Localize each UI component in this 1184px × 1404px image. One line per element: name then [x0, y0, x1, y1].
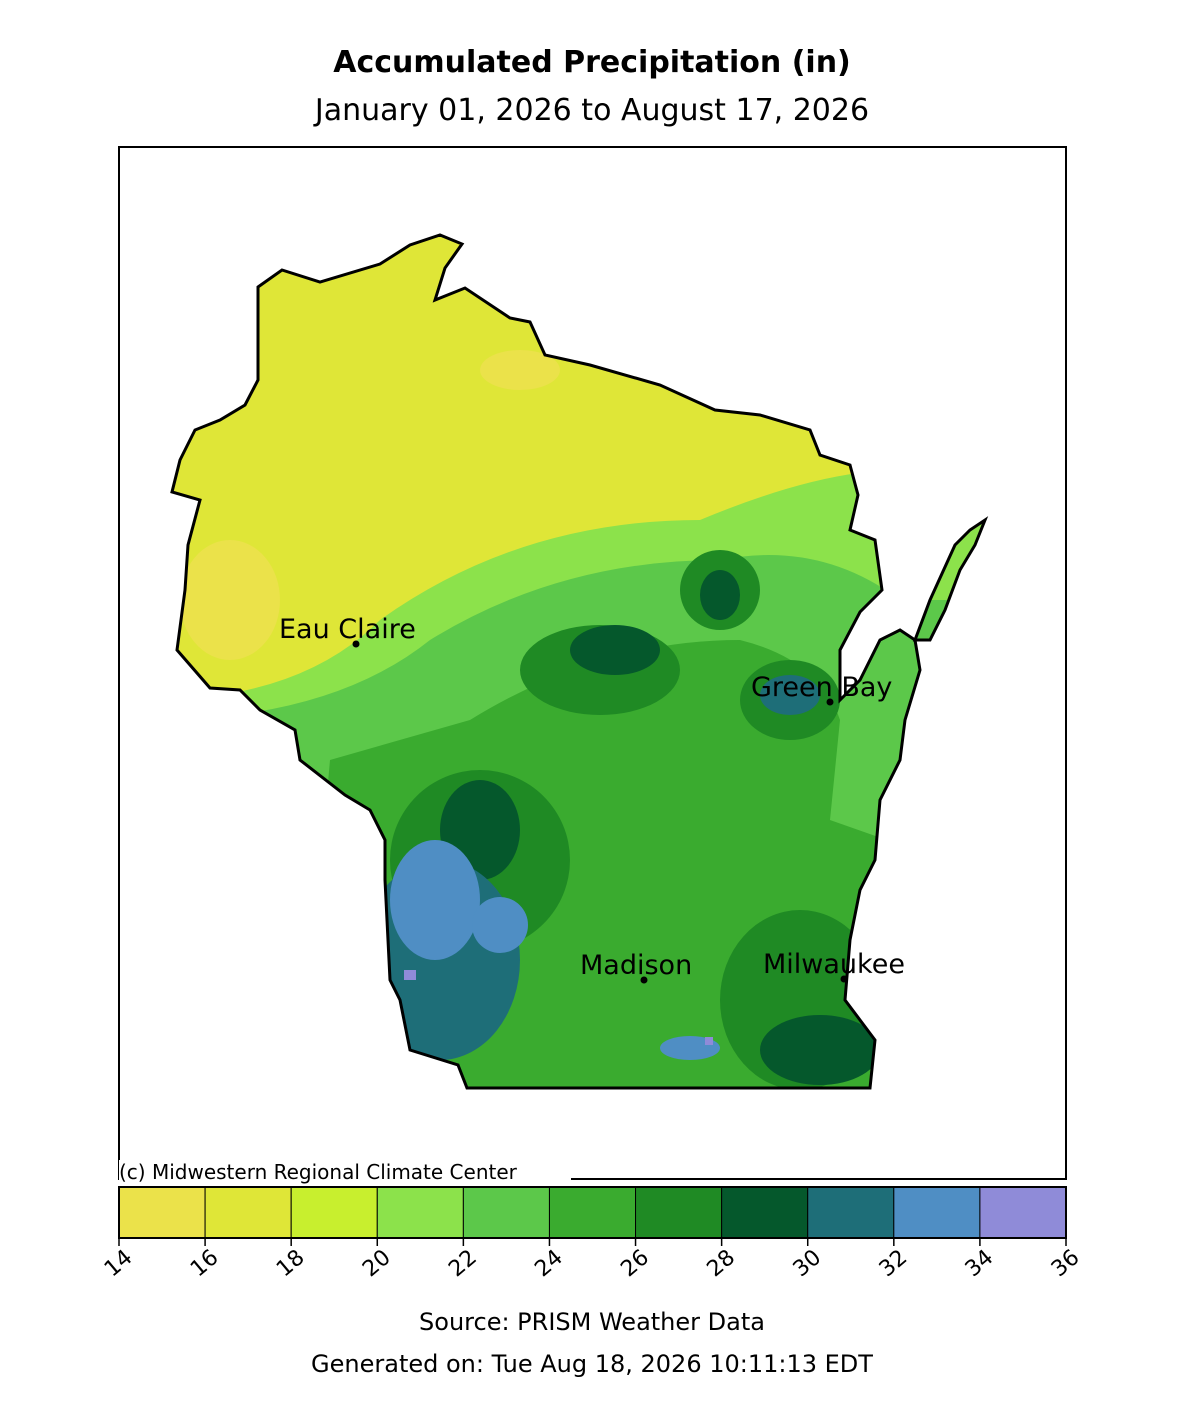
colorbar: 14 16 18 20 22 24 26 28 30 32 34 36 — [100, 1186, 1085, 1282]
colorbar-bin — [979, 1186, 1067, 1239]
city-dot — [826, 698, 834, 706]
colorbar-bin — [807, 1186, 895, 1239]
colorbar-tick-label: 34 — [961, 1245, 999, 1282]
colorbar-bin — [721, 1186, 809, 1239]
generated: Generated on: Tue Aug 18, 2026 10:11:13 … — [311, 1350, 873, 1378]
city-dot — [640, 976, 648, 984]
colorbar-tick-label: 24 — [530, 1245, 568, 1282]
colorbar-tick-label: 18 — [272, 1245, 310, 1282]
colorbar-bin — [204, 1186, 292, 1239]
colorbar-frame — [118, 1186, 1067, 1239]
colorbar-tick-label: 28 — [703, 1245, 741, 1282]
credit: (c) Midwestern Regional Climate Center — [119, 1160, 518, 1184]
colorbar-bin — [290, 1186, 378, 1239]
colorbar-bin — [635, 1186, 723, 1239]
subtitle: January 01, 2026 to August 17, 2026 — [313, 93, 869, 128]
colorbar-tick-label: 22 — [444, 1245, 482, 1282]
colorbar-tick-label: 36 — [1047, 1245, 1085, 1282]
colorbar-tick-label: 26 — [616, 1245, 654, 1282]
colorbar-bin — [376, 1186, 464, 1239]
map-frame — [118, 146, 1067, 1180]
city-label: Madison — [580, 950, 692, 981]
colorbar-tick-label: 32 — [875, 1245, 913, 1282]
city-dot — [840, 975, 848, 983]
colorbar-tick-label: 30 — [789, 1245, 827, 1282]
colorbar-bin — [548, 1186, 637, 1239]
city-dots — [352, 640, 848, 984]
colorbar-bin — [893, 1186, 981, 1239]
city-label: Eau Claire — [279, 614, 416, 645]
colorbar-bin — [462, 1186, 550, 1239]
city-label: Milwaukee — [763, 949, 905, 980]
city-labels: Eau Claire Green Bay Madison Milwaukee — [279, 614, 905, 981]
credit-bg — [119, 1160, 571, 1186]
colorbar-bin — [118, 1186, 206, 1239]
colorbar-tick-label: 16 — [186, 1245, 224, 1282]
colorbar-tick-label: 20 — [358, 1245, 396, 1282]
city-dot — [352, 640, 360, 648]
colorbar-tick-label: 14 — [100, 1245, 138, 1282]
source: Source: PRISM Weather Data — [419, 1308, 765, 1336]
city-label: Green Bay — [751, 672, 892, 703]
state-outline — [170, 233, 989, 1090]
title: Accumulated Precipitation (in) — [333, 45, 851, 80]
